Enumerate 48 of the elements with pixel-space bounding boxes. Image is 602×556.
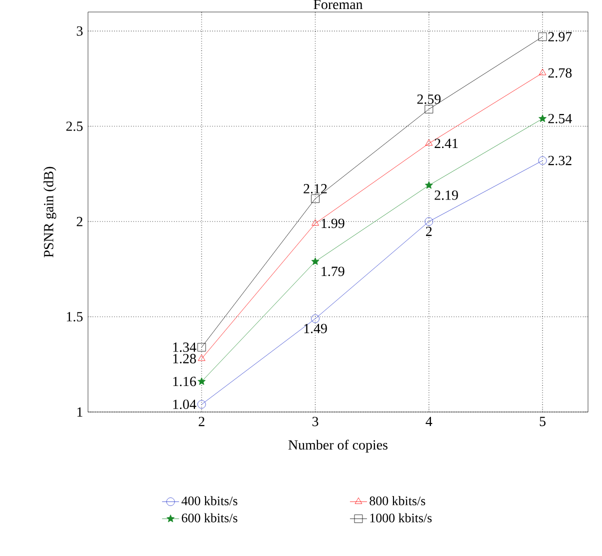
y-tick-label: 1 xyxy=(77,407,82,417)
point xyxy=(538,114,547,122)
data-label: 2.12 xyxy=(304,184,327,194)
data-label: 1.79 xyxy=(322,266,344,276)
point xyxy=(312,219,319,226)
point xyxy=(198,377,206,385)
legend-label: 800 kbits/s xyxy=(370,496,426,506)
x-tick-label: 4 xyxy=(426,416,432,426)
point xyxy=(424,181,433,189)
data-label: 2.59 xyxy=(417,94,441,104)
y-tick-label: 3 xyxy=(76,26,83,36)
point xyxy=(311,314,320,323)
y-axis-title: PSNR gain (dB) xyxy=(44,166,56,258)
data-label: 2.54 xyxy=(548,114,572,124)
y-tick-label: 1.5 xyxy=(66,312,83,322)
legend-label: 600 kbits/s xyxy=(182,513,238,522)
point xyxy=(311,257,320,265)
x-axis-title: Number of copies xyxy=(288,440,388,452)
point xyxy=(424,217,434,226)
data-label: 1.99 xyxy=(322,218,344,228)
point xyxy=(538,156,547,165)
x-tick-label: 3 xyxy=(312,416,318,426)
data-label: 2.78 xyxy=(548,68,572,78)
point xyxy=(424,104,434,114)
legend-label: 1000 kbits/s xyxy=(370,513,432,522)
data-label: 2.19 xyxy=(434,190,458,200)
point xyxy=(425,139,433,146)
data-label: 1.34 xyxy=(173,342,196,352)
point xyxy=(311,194,320,203)
data-label: 1.04 xyxy=(173,400,196,410)
data-label: 2.32 xyxy=(548,156,572,166)
data-label: 2 xyxy=(426,226,432,236)
data-label: 2.41 xyxy=(434,138,458,148)
y-tick-label: 2 xyxy=(76,216,82,226)
point xyxy=(197,343,206,352)
legend-label: 400 kbits/s xyxy=(182,496,238,506)
point xyxy=(538,32,547,41)
x-tick-label: 5 xyxy=(540,416,546,426)
data-label: 2.97 xyxy=(548,32,572,42)
point xyxy=(198,354,206,361)
data-label: 1.16 xyxy=(173,376,196,386)
y-tick-label: 2.5 xyxy=(66,122,83,132)
x-tick-label: 2 xyxy=(198,416,204,426)
data-label: 1.28 xyxy=(173,354,196,364)
point xyxy=(197,400,206,409)
data-label: 1.49 xyxy=(304,324,327,334)
chart-title: Foreman xyxy=(314,0,363,10)
point xyxy=(538,68,546,76)
